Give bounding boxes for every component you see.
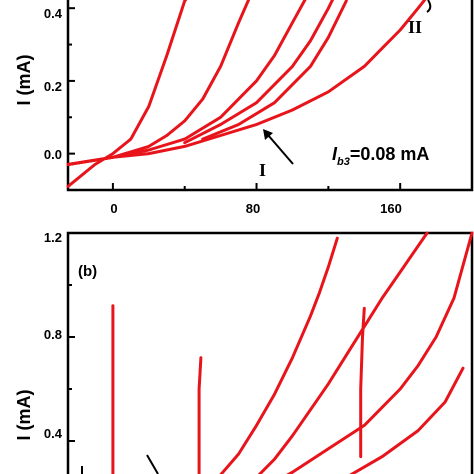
panel-a-frame xyxy=(66,0,474,192)
y-tick-label: 0.4 xyxy=(44,426,63,441)
curve-label-ii: II xyxy=(408,17,422,37)
panel-b-series-line-3 xyxy=(257,231,429,474)
panel-b-ticks xyxy=(68,232,75,442)
y-tick-label: 0.4 xyxy=(44,6,63,21)
x-tick-label: 0 xyxy=(110,201,117,216)
y-tick-label: 0.2 xyxy=(44,79,62,94)
arrow-to-curve-i xyxy=(263,129,294,165)
x-tick-label: 160 xyxy=(380,201,402,216)
panel-a-series-line-6 xyxy=(66,0,427,166)
panel-a-series-line-5 xyxy=(201,0,348,141)
panel-b-series-line-7 xyxy=(359,306,366,459)
panel-b-series-line-4 xyxy=(219,236,339,474)
panel-b-series-line-2 xyxy=(197,356,203,474)
y-tick-label: 0.8 xyxy=(44,327,62,342)
bias-annotation: Ib3=0.08 mA xyxy=(332,144,429,168)
curve-label-i: I xyxy=(259,160,266,180)
curve-ii-hook xyxy=(426,0,432,13)
arrow-stub xyxy=(146,454,159,474)
panel-a-curves xyxy=(66,0,427,188)
panel-a-series-line-4 xyxy=(183,0,335,145)
y-axis-label: I (mA) xyxy=(14,55,34,106)
panel-b-frame xyxy=(66,231,474,474)
panel-label: (b) xyxy=(78,263,97,280)
y-tick-label: 1.2 xyxy=(44,230,62,245)
y-tick-label: 0.0 xyxy=(44,147,62,162)
panel-b-series-line-5 xyxy=(286,231,474,474)
panel-a-series-line-2 xyxy=(66,0,251,166)
panel-b-curves xyxy=(111,231,474,474)
y-axis-label: I (mA) xyxy=(14,390,34,441)
panel-b-series-line-6 xyxy=(349,366,465,474)
panel-a-series-line-1 xyxy=(66,0,188,188)
panel-b: 1.2 0.8 0.4 I (mA) (b) xyxy=(14,230,474,474)
x-tick-label: 80 xyxy=(246,201,260,216)
panel-a: 0.4 0.2 0.0 0 80 160 I (mA) I II Ib3=0.0… xyxy=(14,0,474,216)
panel-a-ticks xyxy=(68,7,402,191)
